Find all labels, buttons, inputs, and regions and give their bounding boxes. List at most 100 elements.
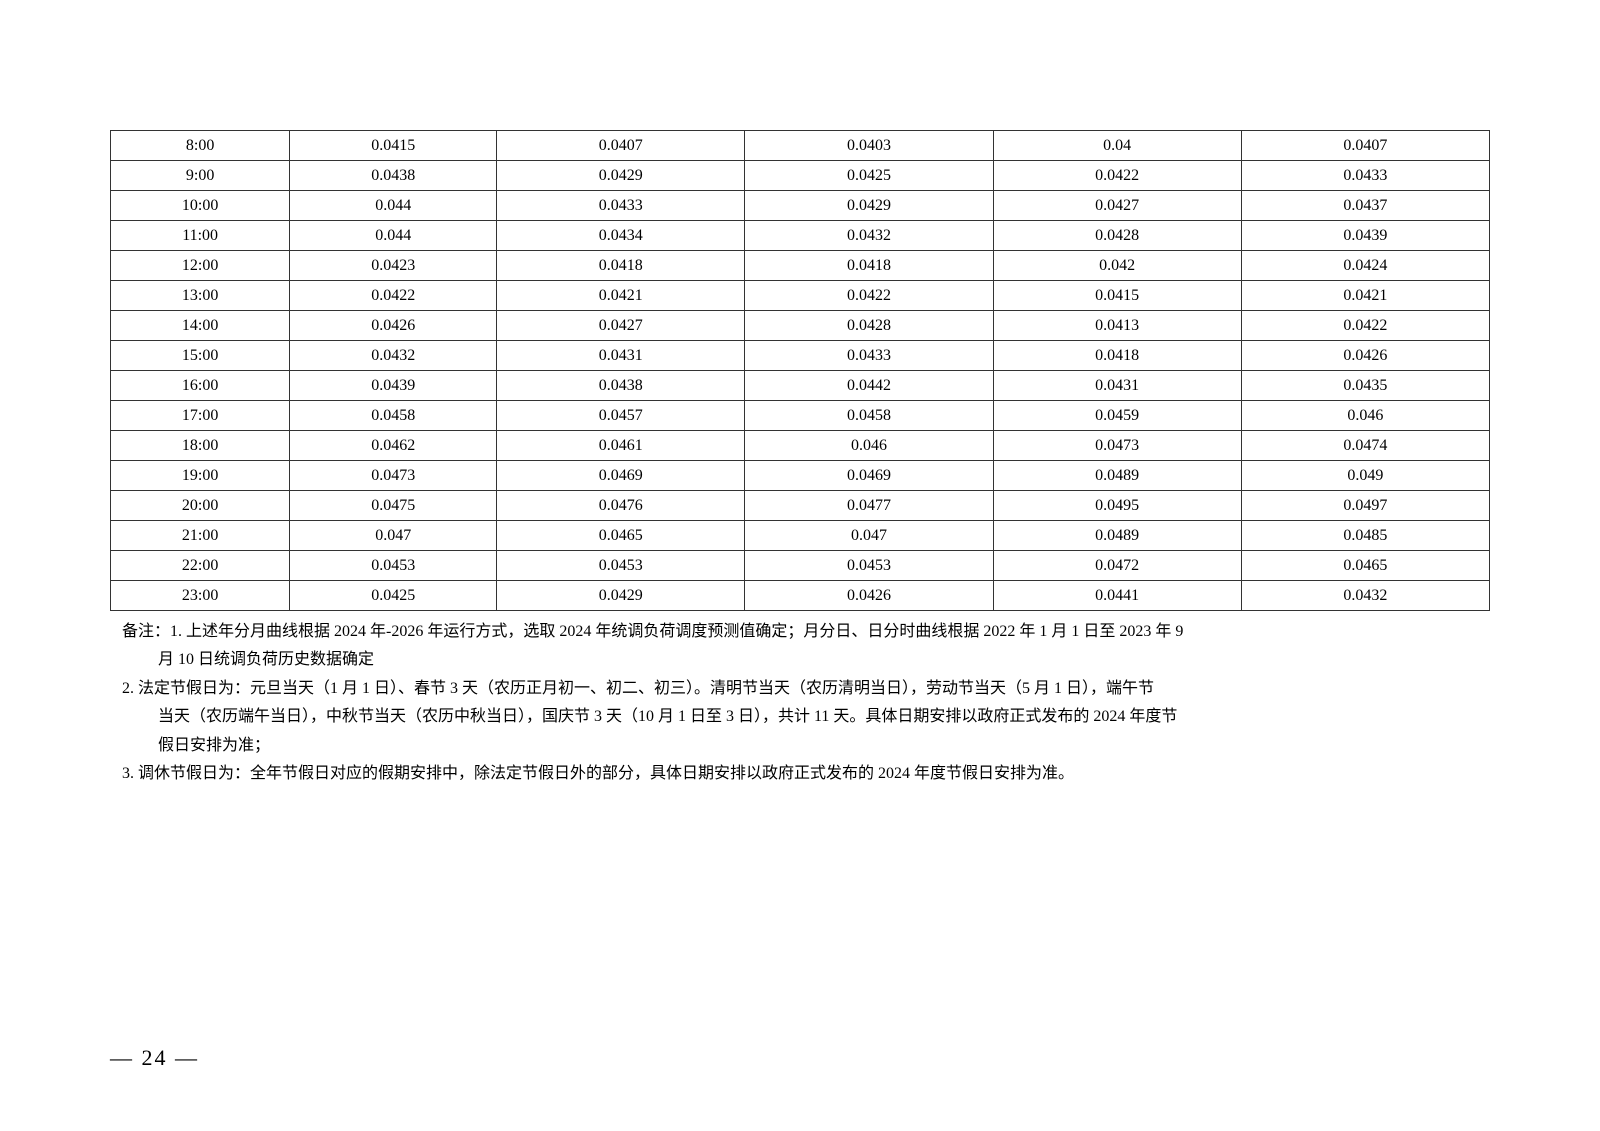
value-cell: 0.0469 xyxy=(497,461,745,491)
time-cell: 15:00 xyxy=(111,341,290,371)
value-cell: 0.0434 xyxy=(497,221,745,251)
value-cell: 0.0457 xyxy=(497,401,745,431)
time-cell: 22:00 xyxy=(111,551,290,581)
value-cell: 0.0429 xyxy=(745,191,993,221)
value-cell: 0.0489 xyxy=(993,461,1241,491)
value-cell: 0.0474 xyxy=(1241,431,1489,461)
time-cell: 8:00 xyxy=(111,131,290,161)
value-cell: 0.0403 xyxy=(745,131,993,161)
value-cell: 0.0428 xyxy=(993,221,1241,251)
value-cell: 0.0439 xyxy=(1241,221,1489,251)
value-cell: 0.0426 xyxy=(745,581,993,611)
value-cell: 0.0407 xyxy=(497,131,745,161)
value-cell: 0.0495 xyxy=(993,491,1241,521)
value-cell: 0.0473 xyxy=(290,461,497,491)
table-row: 13:000.04220.04210.04220.04150.0421 xyxy=(111,281,1490,311)
value-cell: 0.0472 xyxy=(993,551,1241,581)
note-2-line-1: 2. 法定节假日为：元旦当天（1 月 1 日）、春节 3 天（农历正月初一、初二… xyxy=(122,676,1490,702)
value-cell: 0.0432 xyxy=(1241,581,1489,611)
value-cell: 0.0458 xyxy=(290,401,497,431)
value-cell: 0.0432 xyxy=(745,221,993,251)
value-cell: 0.0407 xyxy=(1241,131,1489,161)
time-cell: 9:00 xyxy=(111,161,290,191)
value-cell: 0.0427 xyxy=(993,191,1241,221)
table-row: 12:000.04230.04180.04180.0420.0424 xyxy=(111,251,1490,281)
value-cell: 0.0422 xyxy=(1241,311,1489,341)
value-cell: 0.0442 xyxy=(745,371,993,401)
value-cell: 0.0433 xyxy=(1241,161,1489,191)
value-cell: 0.0423 xyxy=(290,251,497,281)
table-row: 16:000.04390.04380.04420.04310.0435 xyxy=(111,371,1490,401)
table-row: 9:000.04380.04290.04250.04220.0433 xyxy=(111,161,1490,191)
value-cell: 0.0435 xyxy=(1241,371,1489,401)
time-cell: 17:00 xyxy=(111,401,290,431)
value-cell: 0.042 xyxy=(993,251,1241,281)
value-cell: 0.0462 xyxy=(290,431,497,461)
table-row: 22:000.04530.04530.04530.04720.0465 xyxy=(111,551,1490,581)
value-cell: 0.044 xyxy=(290,221,497,251)
value-cell: 0.046 xyxy=(1241,401,1489,431)
time-cell: 20:00 xyxy=(111,491,290,521)
time-cell: 19:00 xyxy=(111,461,290,491)
value-cell: 0.0497 xyxy=(1241,491,1489,521)
value-cell: 0.0459 xyxy=(993,401,1241,431)
value-cell: 0.0477 xyxy=(745,491,993,521)
value-cell: 0.0439 xyxy=(290,371,497,401)
table-row: 17:000.04580.04570.04580.04590.046 xyxy=(111,401,1490,431)
value-cell: 0.04 xyxy=(993,131,1241,161)
value-cell: 0.0453 xyxy=(290,551,497,581)
value-cell: 0.0473 xyxy=(993,431,1241,461)
value-cell: 0.0433 xyxy=(745,341,993,371)
time-cell: 18:00 xyxy=(111,431,290,461)
value-cell: 0.0489 xyxy=(993,521,1241,551)
value-cell: 0.044 xyxy=(290,191,497,221)
value-cell: 0.0429 xyxy=(497,161,745,191)
value-cell: 0.0458 xyxy=(745,401,993,431)
notes-section: 备注：1. 上述年分月曲线根据 2024 年-2026 年运行方式，选取 202… xyxy=(110,619,1490,787)
table-row: 21:000.0470.04650.0470.04890.0485 xyxy=(111,521,1490,551)
time-cell: 23:00 xyxy=(111,581,290,611)
table-row: 23:000.04250.04290.04260.04410.0432 xyxy=(111,581,1490,611)
value-cell: 0.0426 xyxy=(290,311,497,341)
value-cell: 0.0415 xyxy=(993,281,1241,311)
value-cell: 0.0465 xyxy=(497,521,745,551)
table-row: 8:000.04150.04070.04030.040.0407 xyxy=(111,131,1490,161)
value-cell: 0.046 xyxy=(745,431,993,461)
value-cell: 0.047 xyxy=(745,521,993,551)
value-cell: 0.0461 xyxy=(497,431,745,461)
value-cell: 0.0422 xyxy=(745,281,993,311)
time-cell: 12:00 xyxy=(111,251,290,281)
value-cell: 0.0418 xyxy=(993,341,1241,371)
value-cell: 0.0433 xyxy=(497,191,745,221)
value-cell: 0.0428 xyxy=(745,311,993,341)
time-cell: 16:00 xyxy=(111,371,290,401)
value-cell: 0.0418 xyxy=(745,251,993,281)
table-row: 18:000.04620.04610.0460.04730.0474 xyxy=(111,431,1490,461)
table-row: 20:000.04750.04760.04770.04950.0497 xyxy=(111,491,1490,521)
value-cell: 0.0426 xyxy=(1241,341,1489,371)
value-cell: 0.0425 xyxy=(745,161,993,191)
value-cell: 0.0441 xyxy=(993,581,1241,611)
page-number: — 24 — xyxy=(110,1045,199,1071)
value-cell: 0.0453 xyxy=(497,551,745,581)
value-cell: 0.0438 xyxy=(290,161,497,191)
table-row: 14:000.04260.04270.04280.04130.0422 xyxy=(111,311,1490,341)
value-cell: 0.049 xyxy=(1241,461,1489,491)
note-3: 3. 调休节假日为：全年节假日对应的假期安排中，除法定节假日外的部分，具体日期安… xyxy=(122,761,1490,787)
value-cell: 0.0476 xyxy=(497,491,745,521)
value-cell: 0.0453 xyxy=(745,551,993,581)
time-cell: 21:00 xyxy=(111,521,290,551)
value-cell: 0.0415 xyxy=(290,131,497,161)
data-table: 8:000.04150.04070.04030.040.04079:000.04… xyxy=(110,130,1490,611)
value-cell: 0.0437 xyxy=(1241,191,1489,221)
value-cell: 0.0432 xyxy=(290,341,497,371)
value-cell: 0.047 xyxy=(290,521,497,551)
note-2-line-2: 当天（农历端午当日），中秋节当天（农历中秋当日），国庆节 3 天（10 月 1 … xyxy=(122,704,1490,730)
value-cell: 0.0422 xyxy=(290,281,497,311)
value-cell: 0.0485 xyxy=(1241,521,1489,551)
table-row: 19:000.04730.04690.04690.04890.049 xyxy=(111,461,1490,491)
value-cell: 0.0431 xyxy=(993,371,1241,401)
time-cell: 13:00 xyxy=(111,281,290,311)
value-cell: 0.0424 xyxy=(1241,251,1489,281)
value-cell: 0.0422 xyxy=(993,161,1241,191)
